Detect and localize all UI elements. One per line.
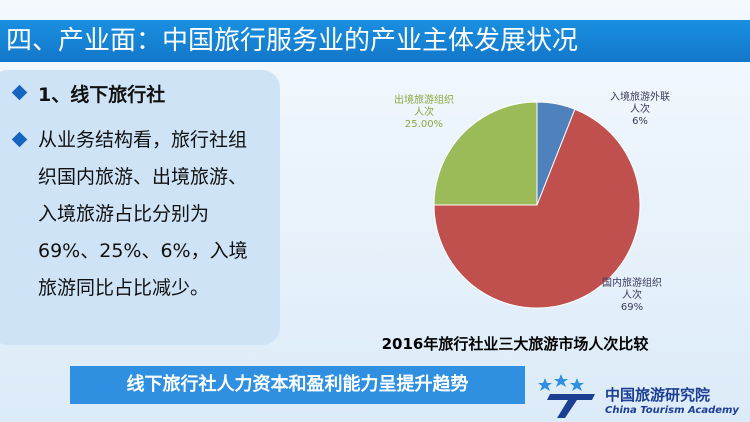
category-label: 入境旅游外联人次 xyxy=(610,92,670,115)
logo-icon xyxy=(538,374,595,418)
logo: 中国旅游研究院 China Tourism Academy xyxy=(605,384,739,416)
slice-label: 入境旅游外联人次 6% xyxy=(608,92,672,128)
slide-title: 四、产业面：中国旅行服务业的产业主体发展状况 xyxy=(0,20,750,62)
bullet-heading: 1、线下旅行社 xyxy=(38,84,166,106)
value-label: 6% xyxy=(632,116,648,127)
logo-english: China Tourism Academy xyxy=(605,405,739,416)
bullet-text: 从业务结构看，旅行社组织国内旅游、出境旅游、入境旅游占比分别为69%、25%、6… xyxy=(38,129,248,299)
value-label: 69% xyxy=(620,302,644,313)
chart-title: 2016年旅行社业三大旅游市场人次比较 xyxy=(381,335,649,353)
banner: 线下旅行社人力资本和盈利能力呈提升趋势 xyxy=(70,366,525,404)
value-label: 25.00% xyxy=(404,119,444,130)
category-label: 国内旅游组织人次 xyxy=(602,278,662,301)
category-label: 出境旅游组织人次 xyxy=(394,95,454,118)
pie-slice xyxy=(433,108,641,309)
slice-label: 出境旅游组织人次 25.00% xyxy=(392,95,456,131)
logo-name: 中国旅游研究院 xyxy=(605,386,711,404)
pie-slice xyxy=(433,101,538,206)
slice-label: 国内旅游组织人次 69% xyxy=(600,278,664,314)
text-panel xyxy=(0,70,280,345)
